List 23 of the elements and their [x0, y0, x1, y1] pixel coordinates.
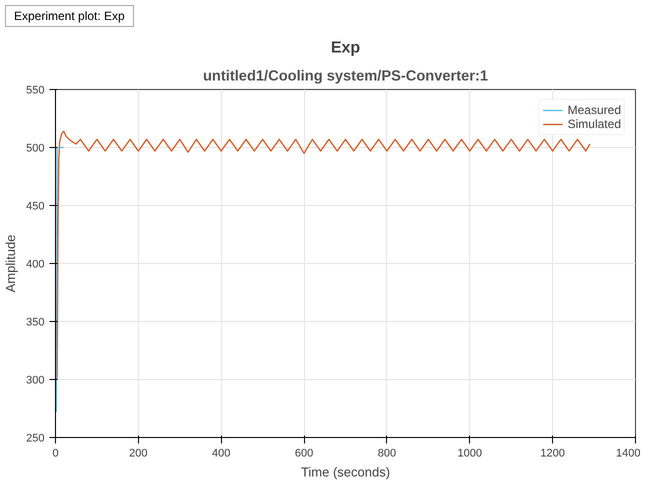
y-tick-label: 400 — [26, 258, 45, 270]
y-axis-title: Amplitude — [3, 234, 18, 292]
y-tick-label: 250 — [26, 432, 45, 444]
y-tick-label: 450 — [26, 200, 45, 212]
x-tick-label: 1400 — [616, 448, 641, 460]
x-tick-label: 200 — [129, 448, 148, 460]
chart-subtitle: untitled1/Cooling system/PS-Converter:1 — [202, 68, 488, 84]
chart-title: Exp — [330, 40, 360, 56]
x-tick-label: 1200 — [540, 448, 565, 460]
y-tick-label: 300 — [26, 374, 45, 386]
legend-label: Measured — [568, 103, 621, 117]
y-tick-label: 500 — [26, 142, 45, 154]
text: Experiment plot: Exp — [14, 8, 125, 25]
y-tick-label: 550 — [26, 84, 45, 96]
x-tick-label: 400 — [212, 448, 230, 460]
x-axis-title: Time (seconds) — [300, 464, 390, 480]
line-series — [56, 130, 591, 380]
x-tick-label: 600 — [294, 448, 314, 460]
legend-label: Simulated — [568, 117, 621, 131]
x-tick-label: 0 — [52, 448, 59, 460]
x-tick-label: 1000 — [458, 448, 482, 460]
y-tick-label: 350 — [26, 316, 45, 328]
x-tick-label: 800 — [378, 448, 396, 460]
